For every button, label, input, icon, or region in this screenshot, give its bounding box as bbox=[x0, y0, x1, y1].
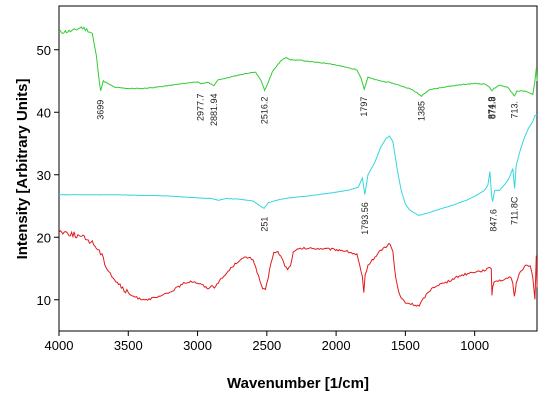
peak-label: 2516.2 bbox=[260, 97, 270, 125]
peak-label: 3699 bbox=[96, 100, 106, 120]
x-tick-label: 2500 bbox=[252, 338, 281, 353]
peak-labels: 3699 2977.7 2881.94 2516.2 1797 1385 874.9871.… bbox=[96, 94, 520, 235]
y-tick-label: 30 bbox=[37, 168, 51, 183]
series-line-1 bbox=[58, 26, 538, 98]
y-tick-label: 40 bbox=[37, 105, 51, 120]
x-axis-title: Wavenumber [1/cm] bbox=[227, 375, 369, 392]
y-axis-ticks: 10 20 30 40 50 bbox=[37, 43, 59, 308]
x-tick-label: 4000 bbox=[45, 338, 74, 353]
y-axis-title: Intensity [Arbitrary Units] bbox=[14, 79, 31, 260]
series-layer bbox=[58, 26, 538, 307]
y-tick-label: 10 bbox=[37, 293, 51, 308]
peak-label: 874.9 bbox=[487, 97, 497, 120]
x-tick-label: 1000 bbox=[460, 338, 489, 353]
peak-label: 1385 bbox=[416, 101, 426, 121]
x-tick-label: 3500 bbox=[114, 338, 143, 353]
peak-label: 1797 bbox=[359, 97, 369, 117]
series-line-3 bbox=[58, 229, 538, 307]
peak-label: 2977.7 bbox=[196, 94, 206, 122]
peak-label: 713. bbox=[509, 101, 519, 119]
peak-label: 1793.56 bbox=[360, 202, 370, 235]
peak-label: 251 bbox=[260, 217, 270, 232]
x-tick-label: 1500 bbox=[391, 338, 420, 353]
peak-label: 2881.94 bbox=[209, 94, 219, 127]
y-tick-label: 50 bbox=[37, 43, 51, 58]
peak-label: 847.6 bbox=[488, 209, 498, 232]
plot-frame bbox=[58, 5, 538, 332]
peak-label: 871.8 bbox=[488, 97, 498, 120]
x-tick-label: 3000 bbox=[183, 338, 212, 353]
x-tick-label: 2000 bbox=[322, 338, 351, 353]
x-axis-ticks: 4000 3500 3000 2500 2000 1500 1000 bbox=[45, 331, 489, 353]
y-tick-label: 20 bbox=[37, 230, 51, 245]
series-line-2 bbox=[58, 114, 538, 216]
peak-label: 711.8C bbox=[510, 196, 520, 225]
